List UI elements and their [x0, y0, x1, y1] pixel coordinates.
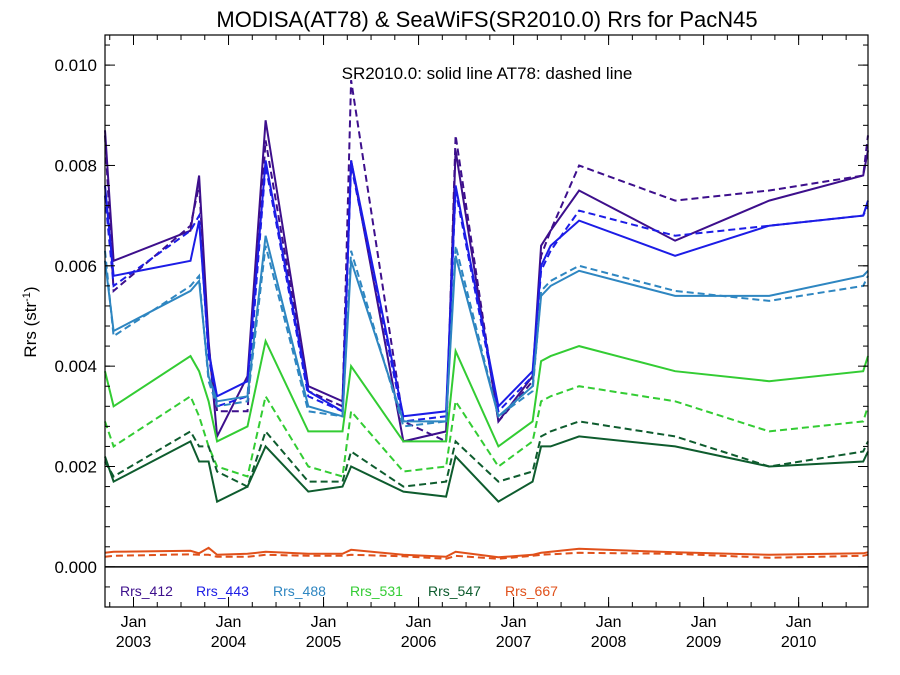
y-tick-label: 0.010 [54, 56, 97, 75]
x-tick-label-month: Jan [121, 614, 147, 631]
x-tick-label-year: 2007 [496, 634, 532, 651]
x-tick-label-year: 2005 [306, 634, 342, 651]
line-style-annotation: SR2010.0: solid line AT78: dashed line [342, 64, 633, 83]
y-tick-label: 0.000 [54, 558, 97, 577]
series-line-rrs-531-dashed [104, 385, 869, 478]
x-tick-label-year: 2010 [781, 634, 817, 651]
x-tick-label-month: Jan [406, 614, 432, 631]
x-tick-label-year: 2006 [401, 634, 437, 651]
series-line-rrs-547-solid [104, 435, 869, 504]
legend-entry-rrs-531: Rrs_531 [350, 583, 403, 599]
legend-entry-rrs-412: Rrs_412 [120, 583, 173, 599]
x-tick-label-month: Jan [216, 614, 242, 631]
x-tick-label-month: Jan [786, 614, 812, 631]
y-tick-label: 0.002 [54, 458, 97, 477]
series-line-rrs-412-solid [104, 120, 869, 443]
legend-entry-rrs-667: Rrs_667 [505, 583, 558, 599]
legend-entry-rrs-443: Rrs_443 [196, 583, 249, 599]
series-line-rrs-667-solid [104, 546, 869, 559]
legend: Rrs_412 Rrs_443 Rrs_488 Rrs_531 Rrs_547 Rrs_6… [120, 583, 558, 599]
series-line-rrs-547-dashed [104, 420, 869, 489]
x-tick-label-month: Jan [691, 614, 717, 631]
x-tick-label-year: 2004 [211, 634, 247, 651]
y-tick-label: 0.008 [54, 156, 97, 175]
legend-entry-rrs-547: Rrs_547 [428, 583, 481, 599]
plot-frame [104, 34, 869, 608]
y-axis-label-main: Rrs (str [21, 302, 40, 358]
series-layer [104, 80, 869, 560]
x-tick-label-year: 2009 [686, 634, 722, 651]
y-axis-label-sup: -1 [21, 292, 33, 302]
x-tick-label-month: Jan [311, 614, 337, 631]
y-tick-label: 0.004 [54, 357, 97, 376]
series-line-rrs-412-dashed [104, 80, 869, 443]
series-line-rrs-443-dashed [104, 165, 869, 423]
y-axis-label: Rrs (str-1) [21, 286, 40, 357]
axis-layer: 0.000 0.002 0.004 0.006 0.008 0.010 Jan 2003 Jan… [54, 35, 868, 651]
x-tick-label-year: 2008 [591, 634, 627, 651]
series-line-rrs-443-solid [104, 160, 869, 418]
x-tick-label-year: 2003 [116, 634, 152, 651]
y-axis-label-close: ) [21, 286, 40, 292]
series-line-rrs-488-solid [104, 235, 869, 423]
series-line-rrs-667-dashed [104, 551, 869, 560]
series-line-rrs-531-solid [104, 337, 869, 448]
chart-title: MODISA(AT78) & SeaWiFS(SR2010.0) Rrs for… [216, 7, 757, 32]
x-tick-label-month: Jan [596, 614, 622, 631]
legend-entry-rrs-488: Rrs_488 [273, 583, 326, 599]
x-tick-label-month: Jan [501, 614, 527, 631]
y-tick-label: 0.006 [54, 257, 97, 276]
